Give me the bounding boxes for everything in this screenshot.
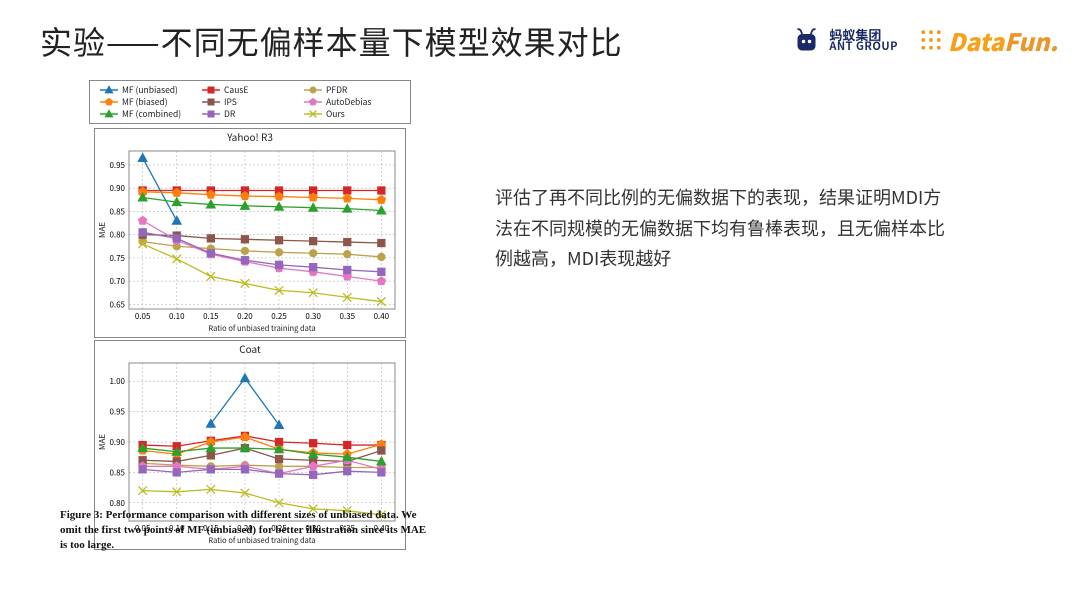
svg-text:0.90: 0.90 xyxy=(109,437,125,448)
ant-icon xyxy=(793,25,823,55)
datafun-logo: DataFun. xyxy=(918,23,1058,58)
chart-title-0: Yahoo! R3 xyxy=(95,129,405,144)
legend-item-dr: DR xyxy=(202,108,298,120)
description-text: 评估了再不同比例的无偏数据下的表现，结果证明MDI方法在不同规模的无偏数据下均有… xyxy=(495,182,945,274)
svg-text:0.35: 0.35 xyxy=(339,311,355,322)
svg-text:0.95: 0.95 xyxy=(109,160,125,171)
datafun-text-2: Fun. xyxy=(1004,23,1058,58)
legend-item-mf_combined: MF (combined) xyxy=(100,108,196,120)
legend-item-ours: Ours xyxy=(304,108,400,120)
svg-text:0.25: 0.25 xyxy=(271,311,287,322)
legend-item-mf_biased: MF (biased) xyxy=(100,96,196,108)
svg-text:MAE: MAE xyxy=(97,222,108,238)
svg-text:0.85: 0.85 xyxy=(109,206,125,217)
legend-item-pfdr: PFDR xyxy=(304,84,400,96)
svg-text:0.20: 0.20 xyxy=(237,311,253,322)
chart-title-1: Coat xyxy=(95,341,405,356)
datafun-dots-icon xyxy=(918,27,944,53)
svg-text:0.10: 0.10 xyxy=(169,311,185,322)
svg-text:0.30: 0.30 xyxy=(305,311,321,322)
legend-item-cause: CausE xyxy=(202,84,298,96)
chart-0: Yahoo! R3 0.65 0.70 0.75 0.80 0.85 0.90 0.95 0.… xyxy=(94,128,406,338)
page-title: 实验——不同无偏样本量下模型效果对比 xyxy=(40,18,623,64)
svg-text:0.85: 0.85 xyxy=(109,467,125,478)
figure-caption: Figure 3: Performance comparison with di… xyxy=(60,508,430,553)
legend-item-mf_unbiased: MF (unbiased) xyxy=(100,84,196,96)
svg-text:MAE: MAE xyxy=(97,434,108,450)
legend-item-ips: IPS xyxy=(202,96,298,108)
logos: 蚂蚁集团 ANT GROUP DataFun. xyxy=(793,20,1058,60)
legend: MF (unbiased) CausE PFDR MF (biased) IPS… xyxy=(89,80,411,124)
svg-text:0.05: 0.05 xyxy=(135,311,151,322)
svg-text:0.65: 0.65 xyxy=(109,299,125,310)
svg-text:0.15: 0.15 xyxy=(203,311,219,322)
svg-text:0.90: 0.90 xyxy=(109,183,125,194)
legend-item-autodebias: AutoDebias xyxy=(304,96,400,108)
svg-text:0.70: 0.70 xyxy=(109,276,125,287)
svg-text:0.40: 0.40 xyxy=(374,311,390,322)
svg-text:0.95: 0.95 xyxy=(109,407,125,418)
svg-text:0.75: 0.75 xyxy=(109,253,125,264)
svg-text:0.80: 0.80 xyxy=(109,230,125,241)
ant-group-logo: 蚂蚁集团 ANT GROUP xyxy=(793,25,898,55)
svg-text:Ratio of unbiased training dat: Ratio of unbiased training data xyxy=(208,323,315,334)
datafun-text-1: Data xyxy=(948,23,1004,58)
figure-area: MF (unbiased) CausE PFDR MF (biased) IPS… xyxy=(60,80,440,550)
ant-logo-en: ANT GROUP xyxy=(829,41,898,52)
svg-text:1.00: 1.00 xyxy=(109,376,125,387)
